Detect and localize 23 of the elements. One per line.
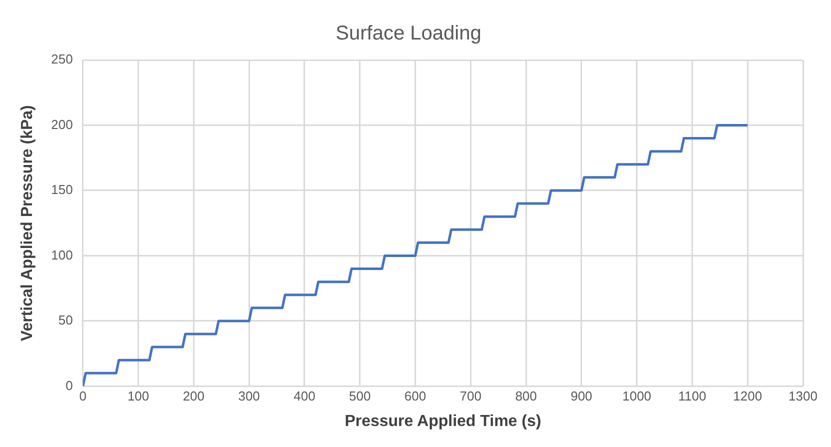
- x-tick-label: 600: [404, 388, 426, 404]
- y-axis-title: Vertical Applied Pressure (kPa): [19, 105, 36, 342]
- y-tick-label: 150: [51, 182, 73, 198]
- x-tick-label: 800: [515, 388, 537, 404]
- y-tick-label: 200: [51, 116, 73, 132]
- x-tick-label: 400: [294, 388, 316, 404]
- x-tick-label: 100: [127, 388, 150, 404]
- x-tick-label: 500: [349, 388, 371, 404]
- x-tick-label: 300: [238, 388, 260, 404]
- x-tick-label: 1200: [733, 388, 762, 404]
- x-tick-label: 1300: [788, 388, 818, 404]
- x-tick-label: 200: [182, 388, 205, 404]
- x-tick-label: 1000: [622, 388, 652, 404]
- chart-title: Surface Loading: [336, 22, 482, 45]
- y-tick-label: 0: [66, 378, 73, 393]
- y-tick-label: 50: [58, 312, 73, 328]
- y-tick-label: 100: [51, 247, 73, 262]
- x-tick-label: 700: [460, 388, 482, 404]
- x-tick-label: 1100: [678, 388, 706, 404]
- x-tick-label: 0: [79, 388, 87, 404]
- x-tick-label: 900: [570, 388, 592, 404]
- x-axis-title: Pressure Applied Time (s): [344, 412, 542, 430]
- y-tick-label: 250: [51, 52, 73, 67]
